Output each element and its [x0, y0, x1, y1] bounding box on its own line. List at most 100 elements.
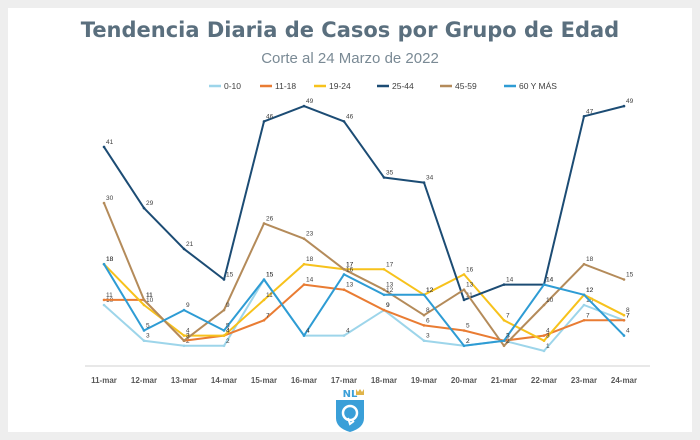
x-tick-label: 16-mar: [291, 376, 317, 385]
data-point: [422, 313, 426, 317]
data-point: [262, 278, 266, 281]
data-point: [142, 298, 146, 302]
data-point: [262, 298, 266, 302]
data-label: 12: [386, 287, 394, 294]
data-point: [222, 344, 226, 348]
state-shield-logo: NL: [336, 389, 364, 432]
data-label: 47: [586, 108, 594, 115]
data-point: [142, 339, 146, 343]
data-point: [262, 120, 266, 123]
chart-title: Tendencia Diaria de Casos por Grupo de E…: [80, 18, 620, 42]
data-point: [622, 104, 626, 108]
legend-label: 19-24: [329, 81, 351, 91]
data-point: [222, 278, 226, 281]
data-label: 3: [506, 333, 510, 340]
data-label: 8: [426, 307, 430, 314]
data-point: [462, 288, 466, 292]
data-point: [222, 308, 226, 312]
data-point: [382, 176, 386, 179]
x-tick-label: 11-mar: [91, 376, 117, 385]
data-label: 14: [506, 277, 514, 284]
x-tick-label: 23-mar: [571, 376, 597, 385]
data-label: 3: [146, 333, 150, 340]
data-label: 35: [386, 170, 394, 177]
data-point: [422, 293, 426, 297]
data-label: 2: [466, 338, 470, 345]
data-label: 2: [466, 338, 470, 345]
data-point: [382, 293, 386, 297]
data-label: 18: [106, 256, 114, 263]
data-label: 10: [546, 297, 554, 304]
x-tick-label: 20-mar: [451, 376, 477, 385]
data-point: [102, 298, 106, 302]
data-point: [622, 319, 626, 322]
data-point: [422, 324, 426, 327]
data-label: 17: [386, 261, 394, 268]
data-point: [182, 334, 186, 337]
data-label: 15: [226, 272, 234, 279]
data-label: 2: [506, 338, 510, 345]
data-point: [342, 120, 346, 123]
data-point: [142, 206, 146, 210]
data-point: [382, 308, 386, 312]
data-label: 9: [186, 302, 190, 309]
logo-text: NL: [343, 389, 358, 400]
data-label: 29: [146, 200, 154, 207]
data-point: [102, 262, 106, 266]
data-label: 18: [106, 256, 114, 263]
series-line: [103, 202, 625, 347]
data-point: [462, 273, 466, 276]
data-point: [622, 313, 626, 317]
legend-label: 60 Y MÁS: [519, 81, 557, 91]
data-point: [382, 268, 386, 271]
data-point: [582, 262, 586, 266]
data-point: [582, 115, 586, 118]
data-label: 8: [626, 307, 630, 314]
data-label: 13: [386, 282, 394, 289]
data-label: 4: [626, 328, 630, 335]
data-label: 17: [346, 261, 354, 268]
data-label: 18: [306, 256, 314, 263]
data-label: 13: [466, 282, 474, 289]
data-point: [302, 104, 306, 108]
data-point: [502, 283, 506, 286]
data-label: 11: [266, 292, 273, 299]
data-point: [342, 268, 346, 271]
x-tick-label: 19-mar: [411, 376, 437, 385]
data-point: [422, 339, 426, 343]
data-label: 46: [266, 113, 274, 120]
data-label: 16: [466, 266, 474, 273]
data-point: [542, 339, 546, 343]
data-label: 18: [586, 256, 594, 263]
data-label: 9: [386, 302, 390, 309]
data-label: 30: [106, 195, 114, 202]
data-label: 10: [146, 297, 154, 304]
data-label: 3: [546, 333, 550, 340]
data-point: [422, 181, 426, 184]
data-point: [182, 247, 186, 251]
data-label: 4: [306, 328, 310, 335]
data-label: 7: [506, 312, 510, 319]
data-point: [262, 222, 266, 225]
series-line: [103, 278, 625, 352]
data-label: 7: [626, 312, 630, 319]
data-point: [182, 344, 186, 348]
data-point: [622, 278, 626, 281]
data-label: 3: [426, 333, 430, 340]
data-label: 14: [306, 277, 314, 284]
data-point: [462, 298, 466, 302]
legend-label: 11-18: [275, 81, 296, 91]
data-point: [142, 303, 146, 307]
data-label: 2: [186, 338, 190, 345]
data-point: [542, 334, 546, 337]
data-label: 34: [426, 175, 434, 182]
data-label: 7: [586, 312, 590, 319]
data-point: [382, 288, 386, 292]
data-label: 4: [226, 328, 230, 335]
data-point: [582, 303, 586, 307]
data-point: [582, 293, 586, 297]
data-label: 5: [466, 323, 470, 330]
x-tick-label: 13-mar: [171, 376, 197, 385]
data-point: [182, 308, 186, 312]
data-point: [302, 237, 306, 240]
